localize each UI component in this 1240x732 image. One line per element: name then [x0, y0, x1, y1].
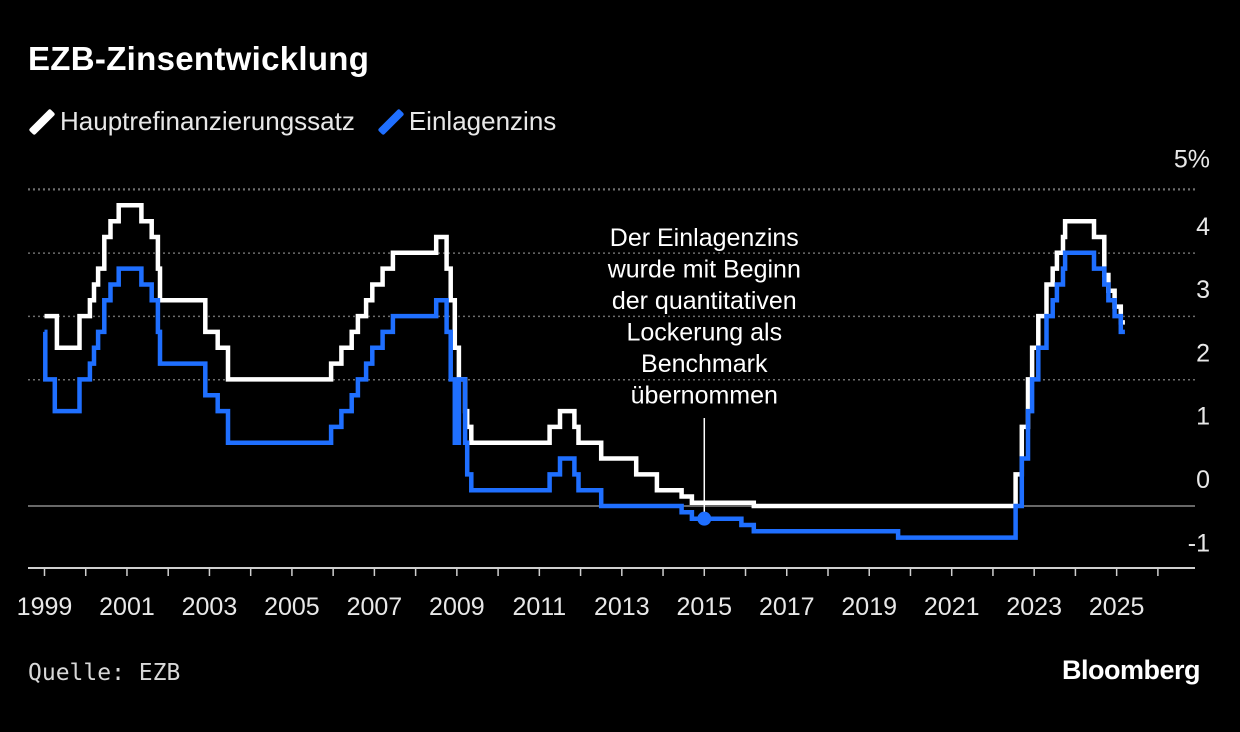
annotation-text-line: der quantitativen	[612, 287, 797, 315]
x-tick-label: 2011	[512, 593, 566, 621]
x-tick-label: 2001	[99, 593, 155, 621]
legend: Hauptrefinanzierungssatz Einlagenzins	[28, 106, 578, 137]
x-tick-label: 2021	[924, 593, 980, 621]
annotation-text-line: Benchmark	[641, 350, 768, 378]
bloomberg-logo: Bloomberg	[1061, 655, 1201, 685]
x-tick-label: 2019	[841, 593, 897, 621]
annotation-text-line: Lockerung als	[626, 319, 782, 347]
annotation-text-line: übernommen	[631, 382, 778, 410]
legend-item-main-refinancing-rate: Hauptrefinanzierungssatz	[28, 106, 355, 137]
series-line-deposit-rate	[43, 250, 1125, 540]
x-tick-label: 2015	[676, 593, 732, 621]
x-tick-label: 2025	[1089, 593, 1145, 621]
axes: 5% 4 3 2 1 0 -1 1999 2001 2003 2005 2007 2009 2011 201…	[17, 146, 1210, 622]
x-tick-label: 1999	[17, 593, 73, 621]
annotation-text-line: Der Einlagenzins	[610, 224, 799, 252]
y-tick-label: 1	[1196, 403, 1210, 431]
x-tick-label: 2017	[759, 593, 815, 621]
chart-title: EZB-Zinsentwicklung	[28, 40, 370, 77]
legend-label: Einlagenzins	[408, 106, 557, 136]
y-tick-label: 0	[1196, 466, 1210, 494]
x-tick-label: 2023	[1006, 593, 1062, 621]
series-line-main-refinancing-rate	[44, 203, 1125, 509]
x-tick-label: 2013	[594, 593, 650, 621]
legend-item-deposit-rate: Einlagenzins	[377, 106, 556, 137]
annotation-text-line: wurde mit Beginn	[607, 256, 801, 284]
x-tick-label: 2003	[182, 593, 238, 621]
x-tick-label: 2007	[347, 593, 403, 621]
series-group	[43, 203, 1125, 540]
y-tick-label: 5%	[1174, 146, 1210, 174]
y-tick-label: 2	[1196, 339, 1210, 367]
y-tick-label: 4	[1196, 213, 1210, 241]
y-tick-label: -1	[1188, 529, 1210, 557]
y-tick-label: 3	[1196, 276, 1210, 304]
annotation-group: Der Einlagenzins wurde mit Beginn der quan…	[607, 224, 801, 526]
x-tick-label: 2005	[264, 593, 320, 621]
legend-label: Hauptrefinanzierungssatz	[60, 106, 355, 136]
x-tick-label: 2009	[429, 593, 485, 621]
source-note: Quelle: EZB	[28, 660, 181, 686]
annotation-marker	[697, 511, 712, 526]
